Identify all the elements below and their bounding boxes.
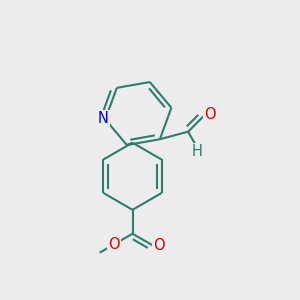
Text: O: O [204,107,216,122]
Text: O: O [109,237,120,252]
Text: N: N [98,111,108,126]
Text: H: H [191,144,203,159]
Text: O: O [153,238,165,253]
